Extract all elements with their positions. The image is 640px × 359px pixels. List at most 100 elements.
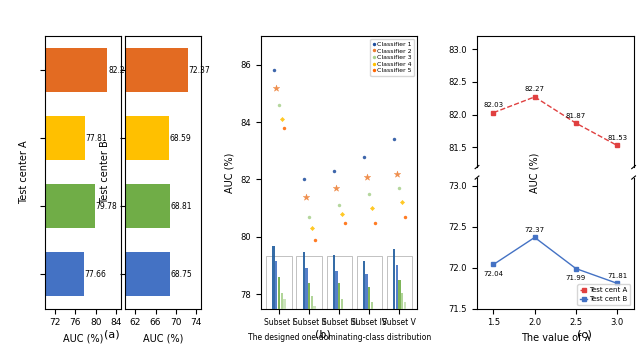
Bar [0, 48, 188, 93]
Point [271, 85, 282, 90]
Bar [266, 256, 292, 309]
Bar [278, 277, 280, 309]
Bar [0, 184, 95, 228]
Bar [365, 274, 368, 309]
Bar [296, 256, 322, 309]
Point [274, 102, 284, 108]
Text: 82.03: 82.03 [483, 102, 504, 108]
Bar [0, 116, 169, 160]
Test cent B [531, 235, 538, 239]
Bar [396, 265, 398, 309]
Bar [0, 116, 84, 160]
Bar [393, 249, 395, 309]
Bar [368, 286, 371, 309]
Point [298, 177, 308, 182]
Point [337, 211, 347, 217]
Test cent B [613, 281, 621, 285]
Test cent A [490, 111, 497, 115]
Point [362, 174, 372, 180]
Bar [280, 293, 283, 309]
Point [370, 220, 380, 225]
X-axis label: AUC (%): AUC (%) [63, 333, 103, 343]
Point [359, 154, 369, 159]
Bar [308, 284, 310, 309]
Text: 72.04: 72.04 [483, 271, 504, 276]
Text: 81.53: 81.53 [607, 135, 627, 141]
Bar [305, 268, 308, 309]
Point [397, 200, 407, 205]
Text: 79.78: 79.78 [95, 202, 117, 211]
Point [367, 205, 377, 211]
Test cent A [613, 143, 621, 148]
Bar [275, 261, 277, 309]
X-axis label: The value of λ: The value of λ [521, 333, 590, 343]
Bar [404, 302, 406, 309]
Point [400, 214, 410, 220]
Bar [401, 293, 403, 309]
Text: 82.27: 82.27 [525, 87, 545, 92]
Text: (a): (a) [104, 330, 120, 340]
Legend: Test cent A, Test cent B: Test cent A, Test cent B [577, 284, 630, 305]
Text: 81.87: 81.87 [566, 113, 586, 118]
Point [304, 214, 314, 220]
Point [279, 125, 289, 131]
Bar [0, 184, 170, 228]
X-axis label: AUC (%): AUC (%) [143, 333, 184, 343]
Point [394, 185, 404, 191]
Bar [398, 280, 401, 309]
Point [339, 220, 349, 225]
Text: 71.99: 71.99 [566, 275, 586, 281]
Test cent B [572, 266, 580, 271]
Point [332, 185, 342, 191]
Point [307, 225, 317, 231]
Bar [356, 256, 382, 309]
Bar [333, 255, 335, 309]
Bar [363, 261, 365, 309]
Bar [326, 256, 352, 309]
Text: 72.37: 72.37 [189, 66, 211, 75]
Point [276, 116, 287, 122]
Bar [314, 306, 316, 309]
Bar [273, 246, 275, 309]
X-axis label: The designed one-dominating-class distribution: The designed one-dominating-class distri… [248, 333, 431, 342]
Point [364, 191, 374, 197]
Point [329, 168, 339, 174]
Bar [387, 256, 412, 309]
Bar [340, 299, 343, 309]
Y-axis label: AUC (%): AUC (%) [225, 152, 235, 192]
Bar [371, 302, 373, 309]
Bar [0, 48, 108, 93]
Y-axis label: Test center B: Test center B [100, 140, 109, 204]
Text: AUC (%): AUC (%) [529, 152, 540, 192]
Bar [0, 252, 84, 296]
Y-axis label: Test center A: Test center A [20, 140, 29, 204]
Text: 68.75: 68.75 [170, 270, 192, 279]
Legend: Classifier 1, Classifier 2, Classifier 3, Classifier 4, Classifier 5: Classifier 1, Classifier 2, Classifier 3… [371, 39, 414, 76]
Text: 77.81: 77.81 [85, 134, 107, 143]
Text: 68.81: 68.81 [170, 202, 192, 211]
Line: Test cent A: Test cent A [491, 94, 620, 148]
Point [334, 202, 344, 208]
Point [389, 136, 399, 142]
Bar [0, 252, 170, 296]
Text: (c): (c) [577, 330, 592, 340]
Text: 68.59: 68.59 [169, 134, 191, 143]
Bar [303, 252, 305, 309]
Test cent A [531, 95, 538, 99]
Point [268, 67, 278, 73]
Bar [284, 299, 285, 309]
Text: (b): (b) [316, 330, 331, 340]
Point [392, 171, 402, 177]
Point [301, 194, 312, 200]
Bar [335, 271, 338, 309]
Text: 77.66: 77.66 [84, 270, 106, 279]
Bar [338, 284, 340, 309]
Line: Test cent B: Test cent B [491, 235, 620, 286]
Point [309, 237, 319, 243]
Test cent B [490, 262, 497, 267]
Text: 82.27: 82.27 [108, 66, 129, 75]
Text: 71.81: 71.81 [607, 273, 627, 279]
Test cent A [572, 121, 580, 125]
Bar [310, 296, 313, 309]
Text: 72.37: 72.37 [525, 227, 545, 233]
